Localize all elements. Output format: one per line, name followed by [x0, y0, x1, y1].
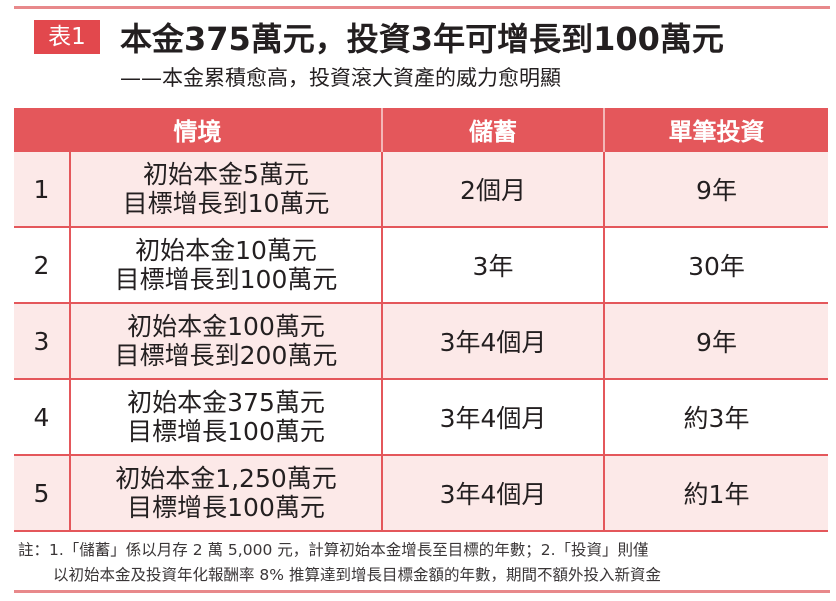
scenario-description: 初始本金10萬元 目標增長到100萬元: [69, 226, 382, 303]
row-number: 3: [14, 302, 70, 379]
lump-sum-duration: 30年: [603, 226, 828, 303]
footnote: 註：1.「儲蓄」係以月存 2 萬 5,000 元，計算初始本金增長至目標的年數；…: [18, 538, 830, 588]
scenario-description: 初始本金100萬元 目標增長到200萬元: [69, 302, 382, 379]
lump-sum-duration: 9年: [603, 302, 828, 379]
growth-target: 目標增長到100萬元: [114, 265, 338, 294]
scenario-description: 初始本金375萬元 目標增長100萬元: [69, 378, 382, 455]
footnote-line-2: 以初始本金及投資年化報酬率 8% 推算達到增長目標金額的年數，期間不額外投入新資…: [53, 566, 661, 584]
bottom-rule: [14, 590, 830, 593]
growth-target: 目標增長到200萬元: [114, 341, 338, 370]
header-scenario: 情境: [14, 108, 382, 151]
table-header-row: 情境 儲蓄 單筆投資: [14, 108, 828, 151]
header-savings: 儲蓄: [381, 108, 604, 151]
initial-principal: 初始本金10萬元: [135, 236, 317, 265]
table-row: 2 初始本金10萬元 目標增長到100萬元 3年 30年: [14, 226, 828, 303]
savings-duration: 3年4個月: [381, 454, 604, 532]
growth-target: 目標增長100萬元: [127, 493, 325, 522]
row-number: 1: [14, 150, 70, 227]
table-number-badge: 表1: [34, 20, 100, 54]
row-number: 4: [14, 378, 70, 455]
savings-duration: 3年4個月: [381, 378, 604, 455]
lump-sum-duration: 約1年: [603, 454, 828, 532]
row-number: 5: [14, 454, 70, 532]
savings-duration: 3年: [381, 226, 604, 303]
row-number: 2: [14, 226, 70, 303]
growth-target: 目標增長100萬元: [127, 417, 325, 446]
scenario-description: 初始本金5萬元 目標增長到10萬元: [69, 150, 382, 227]
table-row: 4 初始本金375萬元 目標增長100萬元 3年4個月 約3年: [14, 378, 828, 455]
page-title: 本金375萬元，投資3年可增長到100萬元: [120, 20, 724, 58]
page-subtitle: ——本金累積愈高，投資滾大資產的威力愈明顯: [120, 66, 561, 90]
savings-duration: 2個月: [381, 150, 604, 227]
table-row: 1 初始本金5萬元 目標增長到10萬元 2個月 9年: [14, 150, 828, 227]
comparison-table: 情境 儲蓄 單筆投資 1 初始本金5萬元 目標增長到10萬元 2個月 9年 2 …: [14, 108, 828, 532]
table-row: 5 初始本金1,250萬元 目標增長100萬元 3年4個月 約1年: [14, 454, 828, 532]
top-rule: [14, 6, 830, 9]
initial-principal: 初始本金375萬元: [127, 388, 325, 417]
scenario-description: 初始本金1,250萬元 目標增長100萬元: [69, 454, 382, 532]
savings-duration: 3年4個月: [381, 302, 604, 379]
initial-principal: 初始本金1,250萬元: [115, 464, 337, 493]
lump-sum-duration: 9年: [603, 150, 828, 227]
growth-target: 目標增長到10萬元: [122, 189, 330, 218]
header-lump-sum: 單筆投資: [603, 108, 828, 151]
initial-principal: 初始本金100萬元: [127, 312, 325, 341]
table-row: 3 初始本金100萬元 目標增長到200萬元 3年4個月 9年: [14, 302, 828, 379]
lump-sum-duration: 約3年: [603, 378, 828, 455]
initial-principal: 初始本金5萬元: [143, 160, 309, 189]
footnote-line-1: 註：1.「儲蓄」係以月存 2 萬 5,000 元，計算初始本金增長至目標的年數；…: [18, 541, 649, 559]
